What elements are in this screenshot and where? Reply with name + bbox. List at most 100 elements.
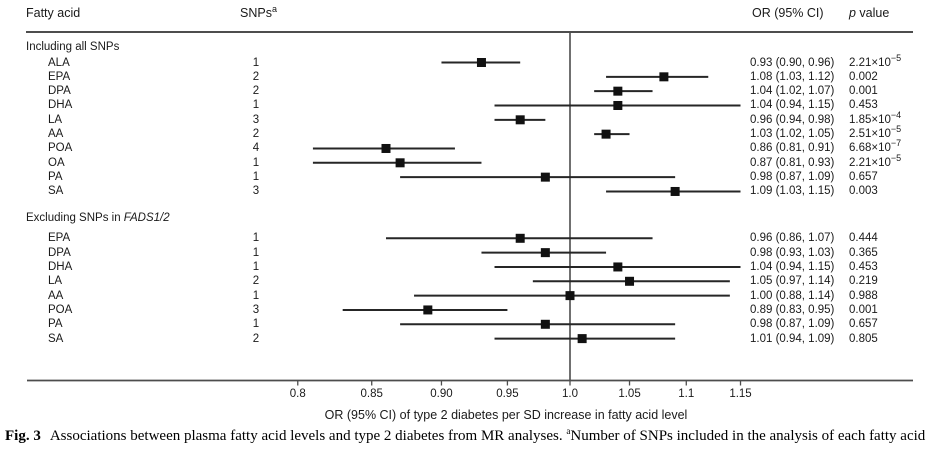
caption-note-text: Number of SNPs included in the analysis … <box>570 428 926 444</box>
p-value: 0.001 <box>849 303 878 316</box>
x-axis-tick-label: 0.95 <box>496 388 518 400</box>
fatty-acid-label: PA <box>48 318 63 331</box>
snp-count: 3 <box>252 303 260 316</box>
p-value: 0.365 <box>849 246 878 259</box>
snp-count: 1 <box>252 289 260 302</box>
fatty-acid-label: POA <box>48 303 73 316</box>
fatty-acid-label: EPA <box>48 232 71 245</box>
fatty-acid-label: ALA <box>48 56 70 69</box>
fatty-acid-label: DPA <box>48 85 71 98</box>
snps-header-text: SNPs <box>240 6 272 20</box>
or-ci-value: 0.93 (0.90, 0.96) <box>750 56 835 69</box>
column-header-p-value: p value <box>849 6 889 20</box>
point-estimate-marker <box>613 86 623 96</box>
point-estimate-marker <box>625 276 635 286</box>
snps-superscript-a: a <box>271 3 277 14</box>
column-header-snps: SNPsa <box>240 3 277 20</box>
or-ci-value: 1.00 (0.88, 1.14) <box>750 289 835 302</box>
or-ci-value: 1.04 (0.94, 1.15) <box>750 99 835 112</box>
p-value: 0.219 <box>849 275 878 288</box>
x-axis-tick-label: 1.0 <box>562 388 578 400</box>
point-estimate-marker <box>515 233 525 243</box>
table-row: AA 2 1.03 (1.02, 1.05) 2.51×10−5 <box>0 124 939 141</box>
point-estimate-marker <box>565 291 575 301</box>
column-header-or-ci: OR (95% CI) <box>752 6 824 20</box>
x-axis-tick-label: 0.8 <box>290 388 306 400</box>
snp-count: 1 <box>252 232 260 245</box>
table-row: PA 1 0.98 (0.87, 1.09) 0.657 <box>0 170 939 184</box>
header-separator-line <box>26 31 913 33</box>
x-axis-tick-label: 1.1 <box>678 388 694 400</box>
p-value-exponent: −5 <box>890 124 902 135</box>
figure-caption: Fig. 3 Associations between plasma fatty … <box>5 426 936 445</box>
or-ci-value: 0.96 (0.94, 0.98) <box>750 113 835 126</box>
x-axis-label: OR (95% CI) of type 2 diabetes per SD in… <box>324 408 688 422</box>
fatty-acid-label: POA <box>48 142 73 155</box>
table-row: LA 3 0.96 (0.94, 0.98) 1.85×10−4 <box>0 109 939 127</box>
point-estimate-marker <box>670 186 680 196</box>
table-row: SA 2 1.01 (0.94, 1.09) 0.805 <box>0 332 939 346</box>
table-row: PA 1 0.98 (0.87, 1.09) 0.657 <box>0 317 939 331</box>
p-value: 0.444 <box>849 232 878 245</box>
point-estimate-marker <box>577 334 587 344</box>
table-row: DHA 1 1.04 (0.94, 1.15) 0.453 <box>0 260 939 274</box>
fatty-acid-label: OA <box>48 156 65 169</box>
p-value: 2.21×10−5 <box>849 52 902 69</box>
table-row: POA 3 0.89 (0.83, 0.95) 0.001 <box>0 303 939 317</box>
point-estimate-marker <box>601 129 611 139</box>
table-row: LA 2 1.05 (0.97, 1.14) 0.219 <box>0 274 939 288</box>
or-ci-value: 0.86 (0.81, 0.91) <box>750 142 835 155</box>
or-ci-value: 1.05 (0.97, 1.14) <box>750 275 835 288</box>
snp-count: 3 <box>252 185 260 198</box>
snp-count: 2 <box>252 275 260 288</box>
or-ci-value: 1.09 (1.03, 1.15) <box>750 185 835 198</box>
column-header-fatty-acid: Fatty acid <box>26 6 81 20</box>
p-value: 0.002 <box>849 70 878 83</box>
fatty-acid-label: LA <box>48 113 63 126</box>
p-value: 2.21×10−5 <box>849 152 902 169</box>
snp-count: 1 <box>252 56 260 69</box>
p-value-exponent: −5 <box>890 52 902 63</box>
point-estimate-marker <box>381 143 391 153</box>
or-ci-value: 0.98 (0.87, 1.09) <box>750 318 835 331</box>
fatty-acid-label: DHA <box>48 260 73 273</box>
table-row: EPA 2 1.08 (1.03, 1.12) 0.002 <box>0 70 939 84</box>
caption-note-superscript: a <box>566 426 571 436</box>
fatty-acid-label: SA <box>48 185 64 198</box>
p-value: 0.805 <box>849 332 878 345</box>
or-ci-value: 0.98 (0.93, 1.03) <box>750 246 835 259</box>
or-ci-value: 0.98 (0.87, 1.09) <box>750 171 835 184</box>
or-ci-value: 1.01 (0.94, 1.09) <box>750 332 835 345</box>
p-value: 1.85×10−4 <box>849 109 902 126</box>
x-axis-tick-label: 1.15 <box>729 388 751 400</box>
snp-count: 1 <box>252 171 260 184</box>
p-value: 0.001 <box>849 85 878 98</box>
or-ci-value: 0.96 (0.86, 1.07) <box>750 232 835 245</box>
table-row: POA 4 0.86 (0.81, 0.91) 6.68×10−7 <box>0 138 939 155</box>
point-estimate-marker <box>613 262 623 272</box>
p-value-italic-p: p <box>849 6 856 20</box>
or-ci-value: 1.04 (0.94, 1.15) <box>750 260 835 273</box>
caption-main-text: Associations between plasma fatty acid l… <box>49 428 567 444</box>
point-estimate-marker <box>659 72 669 82</box>
section-title-italic-gene: FADS1/2 <box>123 211 170 224</box>
fatty-acid-label: AA <box>48 289 64 302</box>
p-value: 0.453 <box>849 260 878 273</box>
x-axis-tick-label: 0.90 <box>430 388 452 400</box>
point-estimate-marker <box>515 115 525 125</box>
p-value-rest: value <box>855 6 890 20</box>
point-estimate-marker <box>540 172 550 182</box>
fatty-acid-label: DPA <box>48 246 71 259</box>
table-row: ALA 1 0.93 (0.90, 0.96) 2.21×10−5 <box>0 52 939 70</box>
table-row: OA 1 0.87 (0.81, 0.93) 2.21×10−5 <box>0 152 939 170</box>
point-estimate-marker <box>540 248 550 258</box>
p-value: 6.68×10−7 <box>849 138 902 155</box>
snp-count: 3 <box>252 113 260 126</box>
p-value-exponent: −7 <box>890 138 902 149</box>
fatty-acid-label: SA <box>48 332 64 345</box>
section-title: Including all SNPs <box>26 41 120 53</box>
x-axis-tick-label: 0.85 <box>361 388 383 400</box>
or-ci-value: 1.08 (1.03, 1.12) <box>750 70 835 83</box>
